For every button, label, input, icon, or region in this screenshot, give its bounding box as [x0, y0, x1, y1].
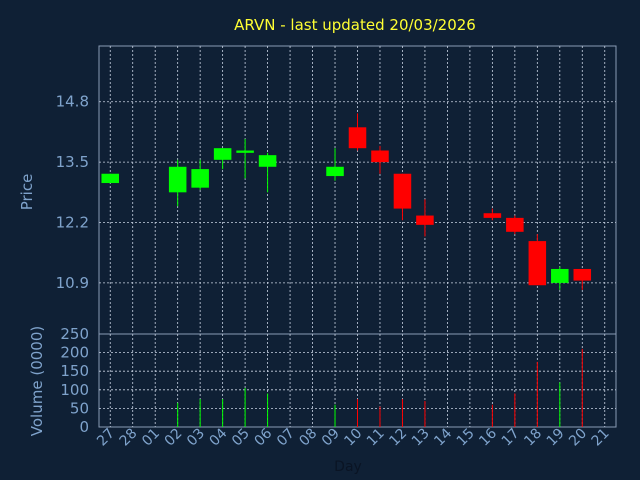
x-tick-label: 10	[341, 426, 365, 450]
volume-tick-label: 0	[79, 418, 89, 436]
x-tick-label: 08	[296, 426, 320, 450]
candle-body	[326, 166, 344, 177]
candle-body	[348, 127, 367, 149]
x-tick-label: 21	[589, 426, 613, 450]
price-tick-label: 13.5	[56, 153, 89, 171]
candle-body	[393, 173, 412, 209]
x-tick-label: 07	[274, 426, 298, 450]
candle-body	[416, 215, 434, 225]
x-tick-label: 13	[409, 426, 433, 450]
candle-body	[483, 213, 502, 218]
x-tick-label: 19	[544, 426, 568, 450]
x-tick-label: 27	[94, 426, 118, 450]
x-axis-label: Day	[334, 459, 362, 475]
volume-tick-label: 200	[60, 344, 89, 362]
candle-body	[236, 150, 254, 153]
price-tick-label: 12.2	[56, 214, 89, 232]
volume-tick-label: 100	[60, 381, 89, 399]
x-tick-label: 12	[386, 426, 410, 450]
volume-tick-label: 150	[60, 362, 89, 380]
x-tick-label: 16	[476, 425, 500, 449]
x-tick-label: 18	[521, 426, 545, 450]
x-tick-label: 03	[184, 426, 208, 450]
x-tick-label: 05	[229, 426, 253, 450]
x-tick-label: 11	[364, 426, 388, 450]
volume-tick-label: 250	[60, 325, 89, 343]
x-tick-label: 01	[139, 426, 163, 450]
x-tick-label: 17	[499, 426, 523, 450]
candle-body	[551, 268, 569, 283]
price-tick-label: 10.9	[56, 274, 89, 292]
candle-body	[101, 173, 120, 184]
x-tick-label: 14	[431, 425, 455, 449]
chart-title: ARVN - last updated 20/03/2026	[234, 16, 476, 34]
y-axis-label: Price	[18, 174, 36, 211]
candle-body	[213, 148, 232, 160]
x-tick-label: 28	[117, 426, 141, 450]
x-tick-label: 09	[319, 426, 343, 450]
candle-body	[191, 169, 209, 188]
x-tick-label: 04	[207, 425, 231, 449]
volume-tick-label: 50	[70, 399, 89, 417]
x-tick-label: 15	[454, 426, 478, 450]
candle-body	[168, 166, 187, 193]
volume-axis-label: Volume (0000)	[28, 326, 46, 436]
candle-body	[258, 155, 277, 167]
x-tick-label: 20	[566, 426, 590, 450]
candle-body	[506, 217, 524, 232]
candle-body	[573, 268, 592, 281]
price-panel: 14.8 13.5 12.2 10.9	[56, 45, 617, 335]
x-tick-label: 02	[162, 426, 186, 450]
x-tick-label: 06	[251, 425, 275, 449]
price-tick-label: 14.8	[56, 93, 89, 111]
candle-body	[371, 150, 389, 163]
candle-body	[528, 241, 547, 286]
x-axis: 2728010203040506070809101112131415161718…	[94, 425, 612, 449]
